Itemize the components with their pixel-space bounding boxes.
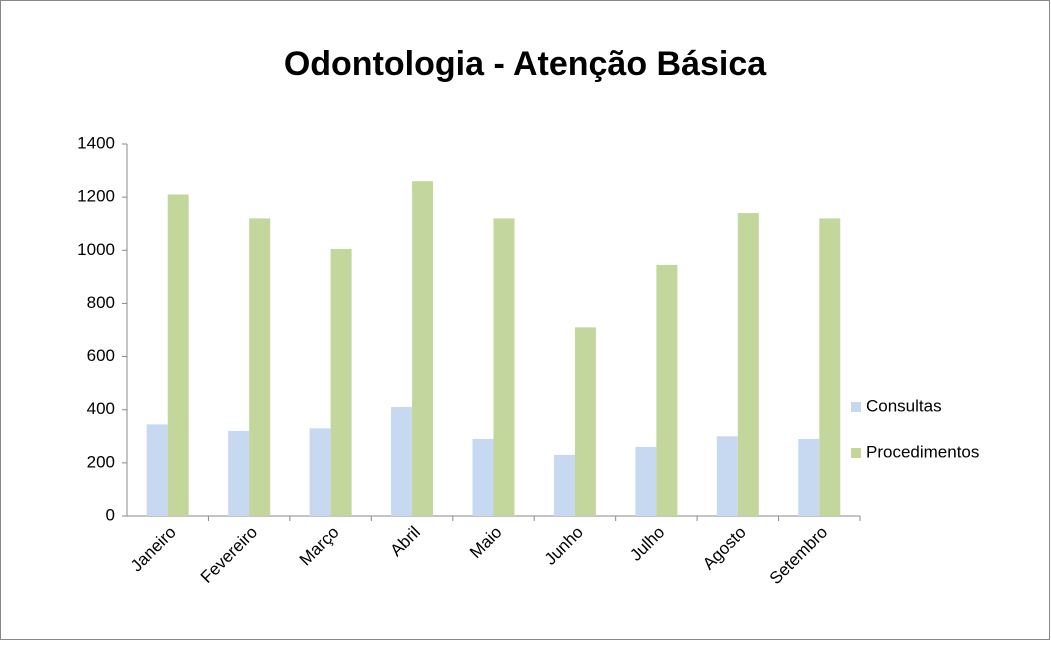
bar	[228, 430, 250, 516]
chart-title: Odontologia - Atenção Básica	[284, 45, 767, 83]
bar	[553, 454, 575, 516]
y-tick-label: 1000	[77, 240, 115, 259]
bar	[716, 436, 738, 516]
y-tick-label: 1200	[77, 187, 115, 206]
y-tick-label: 600	[87, 346, 115, 365]
y-tick-label: 400	[87, 399, 115, 418]
bar	[635, 446, 657, 516]
bar	[309, 428, 331, 516]
bar	[412, 181, 434, 516]
bar	[330, 248, 352, 516]
bar	[798, 438, 820, 516]
bar	[737, 213, 759, 517]
bar	[819, 218, 841, 516]
legend-label: Procedimentos	[866, 442, 979, 461]
bar	[574, 327, 596, 516]
y-tick-label: 800	[87, 293, 115, 312]
legend-swatch	[851, 448, 861, 458]
bar	[249, 218, 271, 516]
y-tick-label: 200	[87, 452, 115, 471]
legend-label: Consultas	[866, 396, 942, 415]
y-tick-label: 1400	[77, 133, 115, 152]
bar	[472, 438, 494, 516]
bar	[493, 218, 515, 516]
bar	[656, 264, 678, 516]
bar	[391, 407, 413, 516]
bar	[146, 424, 168, 516]
y-tick-label: 0	[106, 505, 115, 524]
bar	[167, 194, 189, 516]
legend-swatch	[851, 402, 861, 412]
